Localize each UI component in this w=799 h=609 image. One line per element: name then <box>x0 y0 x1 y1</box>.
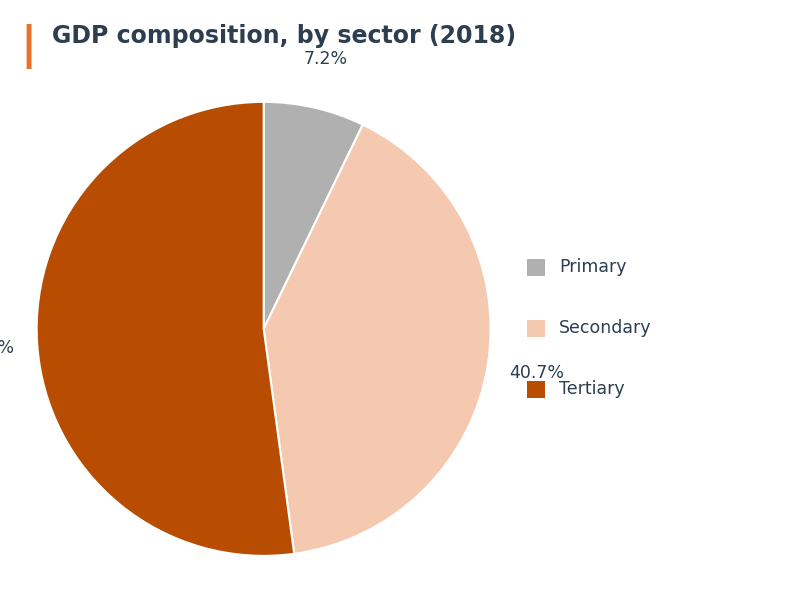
Text: 52.2%: 52.2% <box>0 339 15 356</box>
Text: |: | <box>20 24 36 69</box>
Wedge shape <box>37 102 294 556</box>
Text: 7.2%: 7.2% <box>304 50 348 68</box>
Wedge shape <box>264 125 491 554</box>
Text: Primary: Primary <box>559 258 626 276</box>
Text: Tertiary: Tertiary <box>559 379 625 398</box>
Text: GDP composition, by sector (2018): GDP composition, by sector (2018) <box>52 24 516 48</box>
Text: Secondary: Secondary <box>559 319 651 337</box>
Text: 40.7%: 40.7% <box>510 364 565 382</box>
Wedge shape <box>264 102 363 329</box>
